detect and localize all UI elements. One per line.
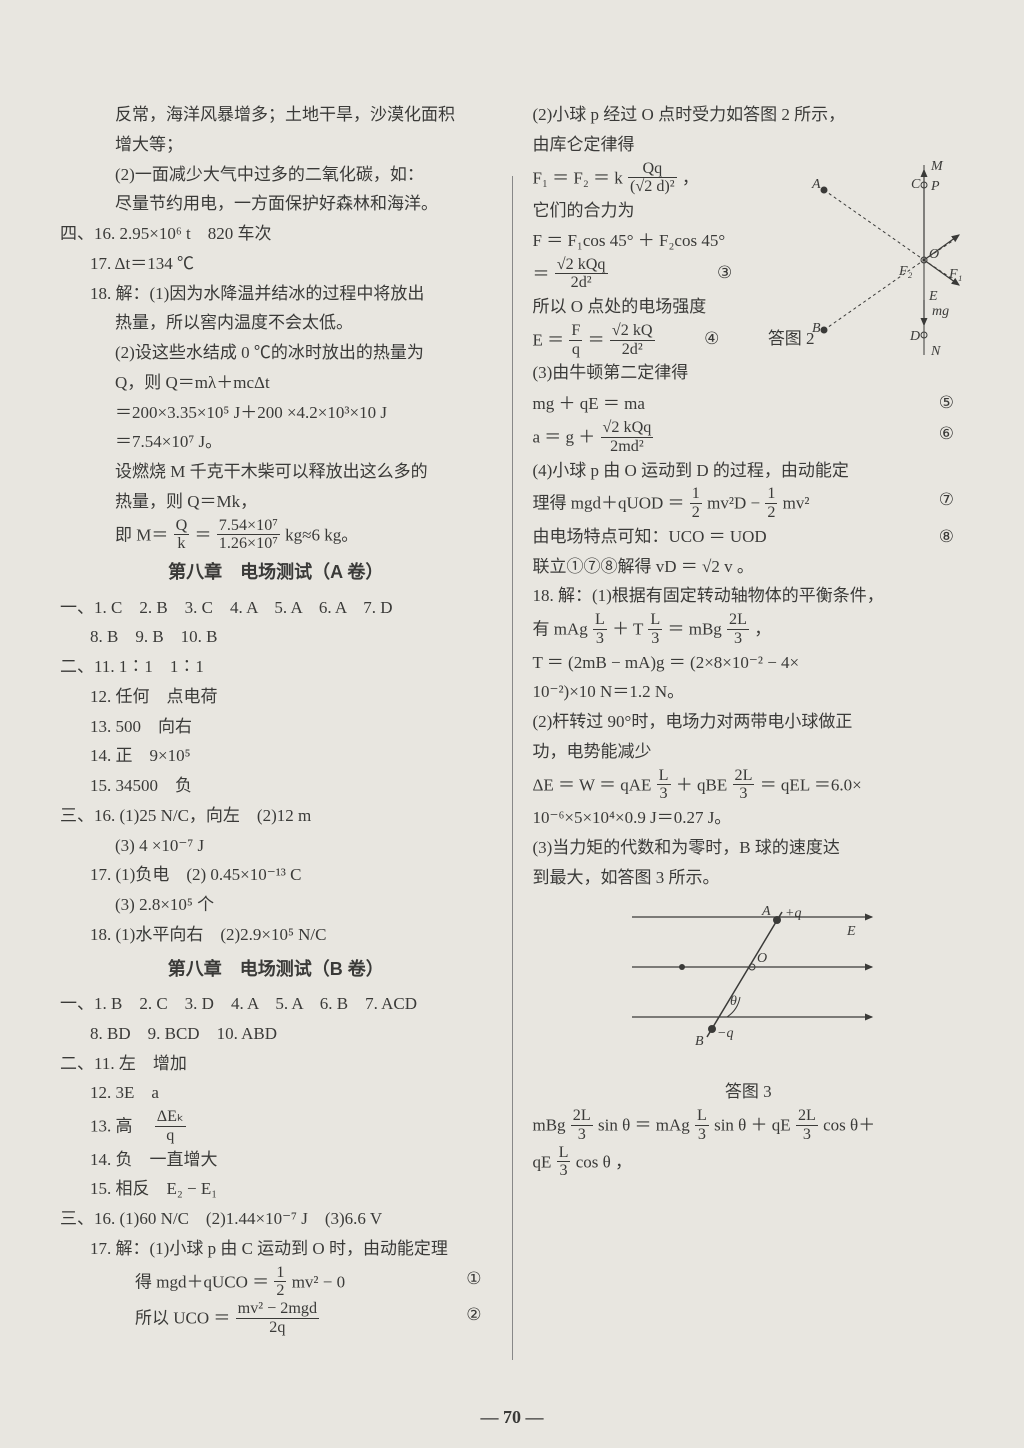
svg-text:O: O — [929, 247, 939, 262]
text-line: 热量，所以窖内温度不会太低。 — [60, 308, 492, 338]
text-line: (4)小球 p 由 O 运动到 D 的过程，由动能定 — [532, 456, 964, 486]
text-line: 二、11. 1∶1 1∶1 — [60, 652, 492, 682]
text-line: (2)杆转过 90°时，电场力对两带电小球做正 — [532, 707, 964, 737]
eq-number: ② — [466, 1300, 481, 1330]
text-line: Q，则 Q＝mλ＋mcΔt — [60, 368, 492, 398]
figure-2-svg: M P C A O F₂ F₁ E mg B D N — [804, 160, 964, 360]
text-line: T ＝ (2mB − mA)g ＝ (2×8×10⁻² − 4× — [532, 648, 964, 678]
svg-text:mg: mg — [932, 304, 949, 319]
text-line: ＝7.54×10⁷ J。 — [60, 427, 492, 457]
eq-number: ⑤ — [939, 388, 954, 418]
text-line: (2)设这些水结成 0 ℃的冰时放出的热量为 — [60, 338, 492, 368]
equation-line: 理得 mgd＋qUOD ＝ 12 mv²D − 12 mv² ⑦ — [532, 485, 964, 522]
equation-line: 有 mAg L3 ＋ T L3 ＝ mBg 2L3 ， — [532, 611, 964, 648]
column-divider — [512, 176, 513, 1360]
text-line: 14. 负 一直增大 — [60, 1145, 492, 1175]
equation-line: mg ＋ qE ＝ ma ⑤ — [532, 388, 964, 419]
equation-line: 得 mgd＋qUCO ＝ 12 mv² − 0 ① — [60, 1264, 492, 1301]
svg-text:+q: +q — [785, 906, 801, 921]
text-line: 17. (1)负电 (2) 0.45×10⁻¹³ C — [60, 860, 492, 890]
svg-text:N: N — [930, 344, 941, 359]
equation-line: mBg 2L3 sin θ ＝ mAg L3 sin θ ＋ qE 2L3 co… — [532, 1107, 964, 1144]
svg-text:M: M — [930, 159, 944, 174]
text-line: 到最大，如答图 3 所示。 — [532, 863, 964, 893]
svg-text:C: C — [911, 177, 921, 192]
text-line: 15. 相反 E₂ − E₁ — [60, 1174, 492, 1204]
svg-text:A: A — [811, 177, 821, 192]
text-line: 8. BD 9. BCD 10. ABD — [60, 1019, 492, 1049]
figure-3-svg: A +q E O θ B −q — [622, 897, 882, 1067]
text-line: 增大等； — [60, 130, 492, 160]
eq-number: ⑥ — [939, 419, 954, 449]
eq-number: ① — [466, 1264, 481, 1294]
text-line: (2)小球 p 经过 O 点时受力如答图 2 所示， — [532, 100, 964, 130]
text-line: 热量，则 Q＝Mk， — [60, 487, 492, 517]
text-line: 四、16. 2.95×10⁶ t 820 车次 — [60, 219, 492, 249]
svg-text:A: A — [761, 904, 771, 919]
right-column: (2)小球 p 经过 O 点时受力如答图 2 所示， 由库仑定律得 F₁ ＝ F… — [532, 100, 964, 1360]
eq-number: ④ — [704, 329, 719, 348]
text-line: 联立①⑦⑧解得 vD ＝ √2 v 。 — [532, 552, 964, 582]
text-line: 尽量节约用电，一方面保护好森林和海洋。 — [60, 189, 492, 219]
eq-number: ⑦ — [939, 485, 954, 515]
text-line: (3) 4 ×10⁻⁷ J — [60, 831, 492, 861]
text-line: 8. B 9. B 10. B — [60, 622, 492, 652]
text-line: 由库仑定律得 — [532, 130, 964, 160]
text-line: 一、1. B 2. C 3. D 4. A 5. A 6. B 7. ACD — [60, 989, 492, 1019]
text-line: 由电场特点可知：UCO ＝ UOD ⑧ — [532, 522, 964, 552]
text-line: 12. 3E a — [60, 1078, 492, 1108]
svg-text:E: E — [928, 289, 938, 304]
text-line: (3) 2.8×10⁵ 个 — [60, 890, 492, 920]
text-line: 18. 解：(1)根据有固定转动轴物体的平衡条件， — [532, 581, 964, 611]
svg-text:O: O — [757, 951, 767, 966]
text-line: 17. Δt＝134 ℃ — [60, 249, 492, 279]
equation-line: 所以 UCO ＝ mv² − 2mgd2q ② — [60, 1300, 492, 1337]
equation-line: 即 M＝ Qk ＝ 7.54×10⁷1.26×10⁷ kg≈6 kg。 — [60, 517, 492, 554]
equation-line: 13. 高 ΔEₖq — [60, 1108, 492, 1145]
svg-text:D: D — [909, 329, 920, 344]
text-line: 反常，海洋风暴增多；土地干旱，沙漠化面积 — [60, 100, 492, 130]
figure-2-container: M P C A O F₂ F₁ E mg B D N — [804, 160, 964, 360]
section-header-a: 第八章 电场测试（A 卷） — [60, 553, 492, 593]
equation-line: a ＝ g ＋ √2 kQq2md² ⑥ — [532, 419, 964, 456]
figure-3-container: A +q E O θ B −q — [532, 892, 964, 1077]
svg-text:B: B — [695, 1034, 704, 1049]
text-line: 15. 34500 负 — [60, 771, 492, 801]
text-line: (3)由牛顿第二定律得 — [532, 358, 964, 388]
page-number: — 70 — — [0, 1407, 1024, 1428]
text-line: (2)一面减少大气中过多的二氧化碳，如： — [60, 160, 492, 190]
text-line: 17. 解：(1)小球 p 由 C 运动到 O 时，由动能定理 — [60, 1234, 492, 1264]
text-line: 二、11. 左 增加 — [60, 1049, 492, 1079]
text-line: 10⁻²)×10 N＝1.2 N。 — [532, 677, 964, 707]
section-header-b: 第八章 电场测试（B 卷） — [60, 950, 492, 990]
text-line: 18. 解：(1)因为水降温并结冰的过程中将放出 — [60, 279, 492, 309]
equation-line: ΔE ＝ W ＝ qAE L3 ＋ qBE 2L3 ＝ qEL ＝6.0× — [532, 767, 964, 804]
svg-text:F₁: F₁ — [948, 267, 962, 282]
figure-caption: 答图 3 — [532, 1077, 964, 1107]
svg-text:P: P — [930, 179, 940, 194]
svg-text:B: B — [812, 321, 821, 336]
eq-number: ③ — [717, 263, 732, 282]
svg-text:θ: θ — [730, 994, 737, 1009]
text-line: 12. 任何 点电荷 — [60, 682, 492, 712]
text-line: 18. (1)水平向右 (2)2.9×10⁵ N/C — [60, 920, 492, 950]
text-line: 10⁻⁶×5×10⁴×0.9 J＝0.27 J。 — [532, 803, 964, 833]
text-line: 一、1. C 2. B 3. C 4. A 5. A 6. A 7. D — [60, 593, 492, 623]
left-column: 反常，海洋风暴增多；土地干旱，沙漠化面积 增大等； (2)一面减少大气中过多的二… — [60, 100, 492, 1360]
svg-text:F₂: F₂ — [898, 264, 913, 279]
text-line: ＝200×3.35×10⁵ J＋200 ×4.2×10³×10 J — [60, 398, 492, 428]
text-line: 三、16. (1)25 N/C，向左 (2)12 m — [60, 801, 492, 831]
equation-line: qE L3 cos θ ， — [532, 1144, 964, 1181]
eq-number: ⑧ — [939, 522, 954, 552]
text-line: 13. 500 向右 — [60, 712, 492, 742]
text-line: (3)当力矩的代数和为零时，B 球的速度达 — [532, 833, 964, 863]
text-line: 功，电势能减少 — [532, 737, 964, 767]
text-line: 设燃烧 M 千克干木柴可以释放出这么多的 — [60, 457, 492, 487]
text-line: 三、16. (1)60 N/C (2)1.44×10⁻⁷ J (3)6.6 V — [60, 1204, 492, 1234]
text-line: 14. 正 9×10⁵ — [60, 741, 492, 771]
svg-text:E: E — [846, 924, 856, 939]
svg-text:−q: −q — [717, 1026, 733, 1041]
